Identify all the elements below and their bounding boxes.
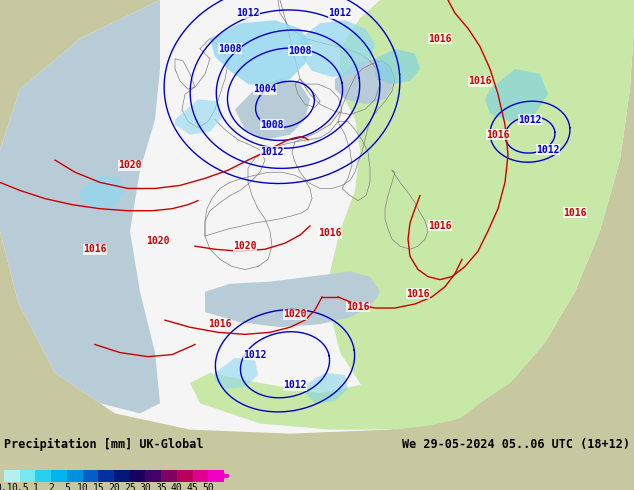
Text: 30: 30 <box>139 483 152 490</box>
Text: 45: 45 <box>186 483 198 490</box>
Text: 1012: 1012 <box>243 350 267 360</box>
Polygon shape <box>0 0 160 414</box>
Text: 0.1: 0.1 <box>0 483 13 490</box>
Text: 50: 50 <box>202 483 214 490</box>
Text: 1008: 1008 <box>218 44 242 53</box>
Text: 1012: 1012 <box>236 8 260 18</box>
Text: 1016: 1016 <box>469 76 492 86</box>
Polygon shape <box>205 271 380 327</box>
Text: 1016: 1016 <box>346 302 370 312</box>
Text: 2: 2 <box>48 483 54 490</box>
Bar <box>67 470 82 482</box>
Bar <box>145 470 161 482</box>
Polygon shape <box>330 0 634 430</box>
Polygon shape <box>210 20 310 87</box>
Polygon shape <box>375 49 420 84</box>
Bar <box>36 470 51 482</box>
Text: 40: 40 <box>171 483 183 490</box>
Text: 1016: 1016 <box>318 228 342 238</box>
Text: 20: 20 <box>108 483 120 490</box>
Polygon shape <box>190 332 460 430</box>
Bar <box>20 470 36 482</box>
Text: 1008: 1008 <box>260 120 284 130</box>
Bar <box>82 470 98 482</box>
Text: 1016: 1016 <box>486 130 510 140</box>
Text: 1020: 1020 <box>233 241 257 251</box>
Polygon shape <box>80 175 125 209</box>
Polygon shape <box>235 79 310 140</box>
Text: 25: 25 <box>124 483 136 490</box>
Text: 1012: 1012 <box>283 380 307 390</box>
Text: 1016: 1016 <box>428 221 452 231</box>
Text: 1020: 1020 <box>119 160 142 170</box>
Text: 1012: 1012 <box>328 8 352 18</box>
Text: 10: 10 <box>77 483 89 490</box>
Polygon shape <box>215 358 258 389</box>
Text: 0.5: 0.5 <box>11 483 29 490</box>
Text: 1020: 1020 <box>146 236 170 246</box>
Polygon shape <box>300 20 375 77</box>
Bar <box>98 470 114 482</box>
Text: 1004: 1004 <box>253 84 277 94</box>
Text: 1008: 1008 <box>288 46 312 56</box>
Text: 1012: 1012 <box>536 145 560 155</box>
Bar <box>209 470 224 482</box>
Bar <box>177 470 193 482</box>
Text: 35: 35 <box>155 483 167 490</box>
Polygon shape <box>175 99 222 135</box>
Bar <box>51 470 67 482</box>
Text: 1012: 1012 <box>518 115 541 124</box>
Bar <box>4 470 20 482</box>
Polygon shape <box>485 69 548 122</box>
Text: 1: 1 <box>32 483 39 490</box>
Bar <box>114 470 130 482</box>
Bar <box>130 470 145 482</box>
Bar <box>161 470 177 482</box>
Text: 5: 5 <box>64 483 70 490</box>
Text: 1016: 1016 <box>406 289 430 299</box>
Text: 1016: 1016 <box>563 208 586 218</box>
Text: Precipitation [mm] UK-Global: Precipitation [mm] UK-Global <box>4 438 204 451</box>
Polygon shape <box>335 59 395 104</box>
Polygon shape <box>305 373 348 403</box>
Bar <box>193 470 209 482</box>
Text: 1016: 1016 <box>428 33 452 44</box>
Polygon shape <box>0 0 634 434</box>
Text: 15: 15 <box>93 483 104 490</box>
Text: We 29-05-2024 05..06 UTC (18+12): We 29-05-2024 05..06 UTC (18+12) <box>402 438 630 451</box>
Text: 1012: 1012 <box>260 147 284 157</box>
Text: 1020: 1020 <box>283 309 307 319</box>
Text: 1016: 1016 <box>208 319 232 329</box>
Text: 1016: 1016 <box>83 244 107 254</box>
